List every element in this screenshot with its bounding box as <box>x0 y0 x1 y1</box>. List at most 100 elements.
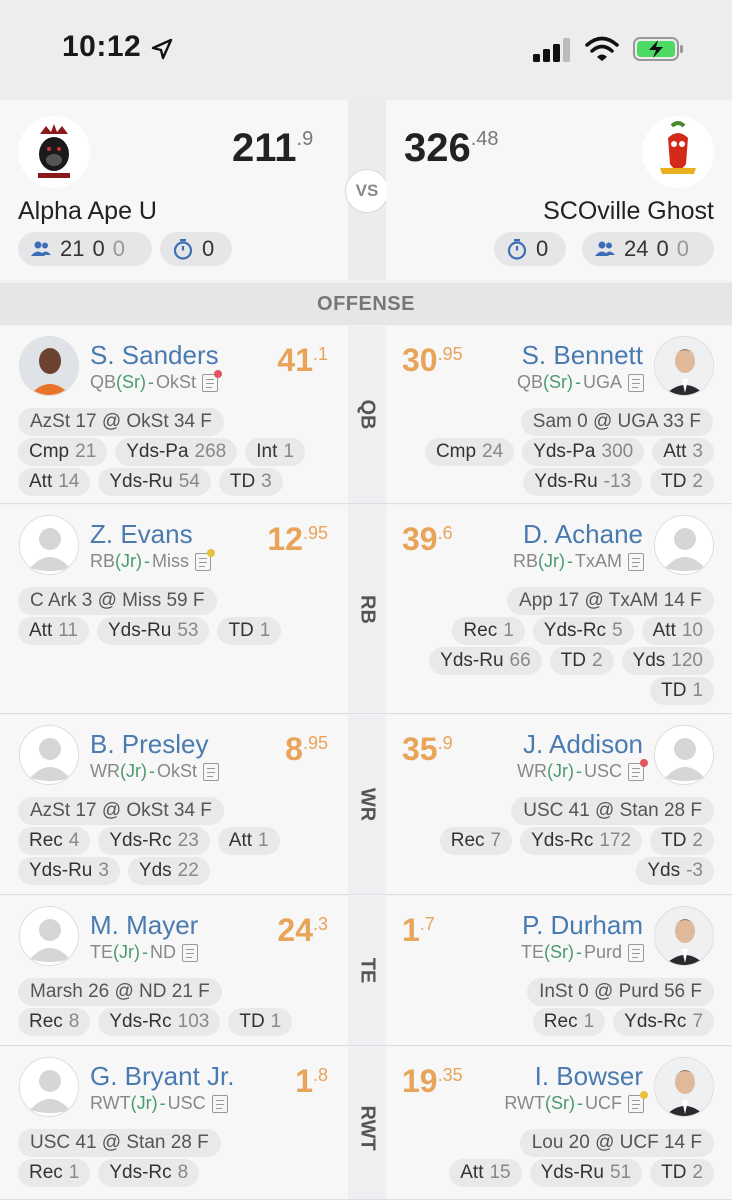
player-points: 8.95 <box>285 731 328 768</box>
player-notes-icon[interactable] <box>628 373 644 392</box>
player-notes-icon[interactable] <box>211 1094 228 1113</box>
stat-value: 24 <box>482 441 504 462</box>
game-result-chip[interactable]: App 17 @ TxAM 14 F <box>507 587 714 615</box>
player-card-left[interactable]: S. Sanders QB(Sr) - OkSt 41.1 AzSt 17 @ OkSt … <box>0 326 348 503</box>
points-dec: .95 <box>302 523 328 543</box>
team-card-left[interactable]: 211.9 Alpha Ape U 21 0 0 0 <box>0 100 348 280</box>
stat-value: -13 <box>603 471 632 492</box>
player-class-open: ( <box>113 942 120 962</box>
player-card-right[interactable]: P. Durham TE(Sr) - Purd 1.7 InSt 0 @ Purd 56 … <box>386 896 732 1045</box>
team-logo-scoville-ghost <box>642 116 714 188</box>
player-card-right[interactable]: I. Bowser RWT(Sr) - UCF 19.35 Lou 20 @ UCF 14… <box>386 1047 732 1199</box>
player-card-right[interactable]: S. Bennett QB(Sr) - UGA 30.95 Sam 0 @ UGA 33 … <box>386 326 732 503</box>
player-card-left[interactable]: Z. Evans RB(Jr) - Miss 12.95 C Ark 3 @ Miss 5… <box>0 505 348 713</box>
player-name[interactable]: Z. Evans <box>90 519 193 549</box>
game-result-chip[interactable]: C Ark 3 @ Miss 59 F <box>18 587 217 615</box>
player-school: Purd <box>583 942 622 962</box>
player-points: 1.7 <box>402 912 435 949</box>
stat-value: 7 <box>692 1011 704 1032</box>
stat-value: 1 <box>270 1011 282 1032</box>
player-school: OkSt <box>157 761 198 781</box>
info-separator: - <box>144 551 151 571</box>
player-school: USC <box>583 761 622 781</box>
game-result-chip[interactable]: USC 41 @ Stan 28 F <box>18 1129 221 1157</box>
player-points: 39.6 <box>402 521 453 558</box>
lineup-row-rwt: G. Bryant Jr. RWT(Jr) - USC 1.8 USC 41 @ Stan… <box>0 1047 732 1200</box>
player-class-open: ( <box>115 551 122 571</box>
stat-chip: Yds-Pa 268 <box>115 438 238 466</box>
stopwatch-icon <box>173 239 193 260</box>
stat-value: 23 <box>177 830 199 851</box>
player-class: Jr <box>136 1093 152 1113</box>
stat-chip: Att 3 <box>652 438 714 466</box>
player-notes-icon[interactable] <box>182 943 199 962</box>
game-result-chip[interactable]: Marsh 26 @ ND 21 F <box>18 978 222 1006</box>
player-name[interactable]: D. Achane <box>523 519 643 549</box>
stat-chip: Att 14 <box>18 468 91 496</box>
player-card-left[interactable]: G. Bryant Jr. RWT(Jr) - USC 1.8 USC 41 @ Stan… <box>0 1047 348 1199</box>
player-name[interactable]: J. Addison <box>523 729 643 759</box>
player-card-right[interactable]: D. Achane RB(Jr) - TxAM 39.6 App 17 @ TxAM 14… <box>386 505 732 713</box>
stat-label: Yds-Ru <box>534 471 598 492</box>
stat-chip: Att 15 <box>449 1159 522 1187</box>
player-name[interactable]: S. Bennett <box>521 340 643 370</box>
clock-pill[interactable]: 0 <box>494 232 566 266</box>
battery-charging-icon <box>633 37 683 61</box>
player-name[interactable]: I. Bowser <box>534 1061 643 1091</box>
player-notes-icon[interactable] <box>628 943 644 962</box>
game-result-chip[interactable]: Sam 0 @ UGA 33 F <box>520 408 713 436</box>
player-name[interactable]: G. Bryant Jr. <box>90 1061 235 1091</box>
player-points: 24.3 <box>277 912 328 949</box>
info-separator: - <box>575 761 582 781</box>
stat-chip: Yds-Ru 53 <box>96 617 210 645</box>
stat-value: 21 <box>75 441 97 462</box>
position-column <box>348 715 386 894</box>
stat-chip: Att 11 <box>18 617 89 645</box>
vs-badge: VS <box>345 169 389 213</box>
player-notes-icon[interactable] <box>628 552 644 571</box>
roster-count-pill[interactable]: 21 0 0 <box>18 232 152 266</box>
stat-label: Cmp <box>435 441 477 462</box>
game-result-chip[interactable]: AzSt 17 @ OkSt 34 F <box>18 797 224 825</box>
stat-chip: Rec 4 <box>18 827 91 855</box>
team-name-right: SCOville Ghost <box>543 197 714 225</box>
points-dec: .3 <box>312 914 328 934</box>
lineup-row-rb: Z. Evans RB(Jr) - Miss 12.95 C Ark 3 @ Miss 5… <box>0 505 732 714</box>
stat-chip: Cmp 21 <box>18 438 108 466</box>
player-name[interactable]: B. Presley <box>90 729 209 759</box>
player-notes-icon[interactable] <box>628 1090 648 1113</box>
stat-label: Rec <box>543 1011 578 1032</box>
player-school: UCF <box>585 1093 622 1113</box>
stat-label: Rec <box>29 1162 63 1183</box>
stat-label: TD <box>661 680 687 701</box>
player-notes-icon[interactable] <box>203 762 220 781</box>
player-name[interactable]: S. Sanders <box>90 340 219 370</box>
player-class: Jr <box>126 761 141 781</box>
info-separator: - <box>575 942 582 962</box>
points-dec: .95 <box>437 344 463 364</box>
player-name[interactable]: P. Durham <box>522 910 643 940</box>
section-label-offense: OFFENSE <box>0 283 732 325</box>
player-name[interactable]: M. Mayer <box>90 910 199 940</box>
player-notes-icon[interactable] <box>628 758 648 781</box>
player-notes-icon[interactable] <box>195 548 216 571</box>
player-class-open: ( <box>538 551 544 571</box>
player-position: WR <box>516 761 547 781</box>
game-result-chip[interactable]: AzSt 17 @ OkSt 34 F <box>18 408 224 436</box>
team-card-right[interactable]: 326.48 SCOville Ghost 0 24 0 0 <box>386 100 732 280</box>
points-dec: .6 <box>437 523 453 543</box>
player-card-right[interactable]: J. Addison WR(Jr) - USC 35.9 USC 41 @ Stan 28… <box>386 715 732 894</box>
game-result-chip[interactable]: USC 41 @ Stan 28 F <box>511 797 714 825</box>
player-card-left[interactable]: B. Presley WR(Jr) - OkSt 8.95 AzSt 17 @ OkSt … <box>0 715 348 894</box>
player-info: RWT(Sr) - UCF <box>504 1090 648 1114</box>
clock-pill[interactable]: 0 <box>160 232 232 266</box>
roster-count-pill[interactable]: 24 0 0 <box>582 232 714 266</box>
game-result-chip[interactable]: InSt 0 @ Purd 56 F <box>527 978 714 1006</box>
stat-value: 103 <box>177 1011 210 1032</box>
game-result-chip[interactable]: Lou 20 @ UCF 14 F <box>519 1129 714 1157</box>
player-notes-icon[interactable] <box>202 369 223 392</box>
player-class-open: ( <box>546 761 553 781</box>
points-int: 1 <box>295 1063 313 1099</box>
stat-label: Yds-Rc <box>543 620 607 641</box>
